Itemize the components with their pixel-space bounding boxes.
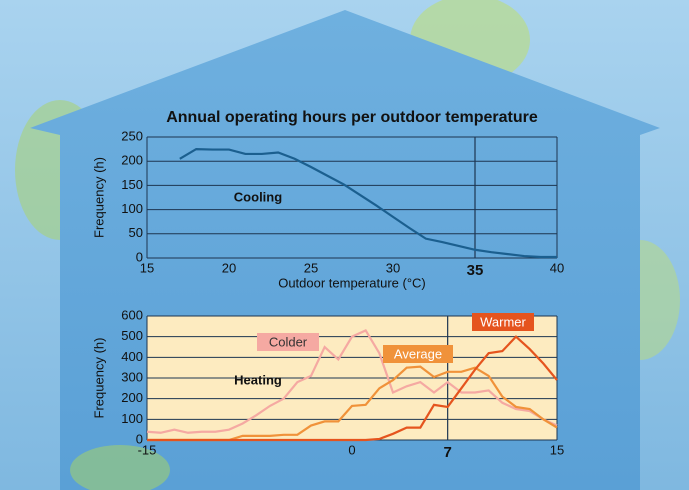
series-line — [146, 329, 558, 434]
x-tick-label: 20 — [222, 260, 236, 275]
y-tick-label: 100 — [121, 201, 143, 216]
x-axis-label: Outdoor temperature (°C) — [278, 275, 426, 290]
leaf — [70, 445, 170, 490]
y-tick-label: 250 — [121, 128, 143, 143]
x-tick-label: 30 — [386, 260, 400, 275]
x-tick-label: -15 — [138, 442, 157, 457]
y-axis-label: Frequency (h) — [91, 338, 106, 419]
y-tick-label: 0 — [136, 431, 143, 446]
x-tick-label: 15 — [550, 442, 564, 457]
legend-box — [472, 313, 534, 331]
series-line — [179, 147, 557, 259]
y-tick-label: 200 — [121, 153, 143, 168]
y-axis-label: Frequency (h) — [91, 157, 106, 238]
y-tick-label: 300 — [121, 369, 143, 384]
legend-box — [257, 333, 319, 351]
y-tick-label: 150 — [121, 177, 143, 192]
y-tick-label: 0 — [136, 249, 143, 264]
chart-title: Annual operating hours per outdoor tempe… — [166, 109, 538, 126]
x-tick-label: 0 — [348, 442, 355, 457]
legend-label: Warmer — [480, 314, 526, 329]
reference-label: 7 — [443, 444, 451, 461]
series-line — [147, 335, 558, 442]
y-tick-label: 400 — [121, 349, 143, 364]
x-tick-label: 25 — [304, 260, 318, 275]
y-tick-label: 600 — [121, 307, 143, 322]
reference-label: 35 — [467, 262, 484, 279]
legend-box — [383, 345, 453, 363]
y-tick-label: 50 — [129, 225, 143, 240]
y-tick-label: 200 — [121, 390, 143, 405]
y-tick-label: 100 — [121, 411, 143, 426]
legend-label: Colder — [269, 334, 308, 349]
legend-label: Cooling — [234, 189, 282, 204]
annotation: Heating — [234, 372, 282, 387]
y-tick-label: 500 — [121, 328, 143, 343]
legend-label: Average — [394, 346, 442, 361]
x-tick-label: 15 — [140, 260, 154, 275]
x-tick-label: 40 — [550, 260, 564, 275]
